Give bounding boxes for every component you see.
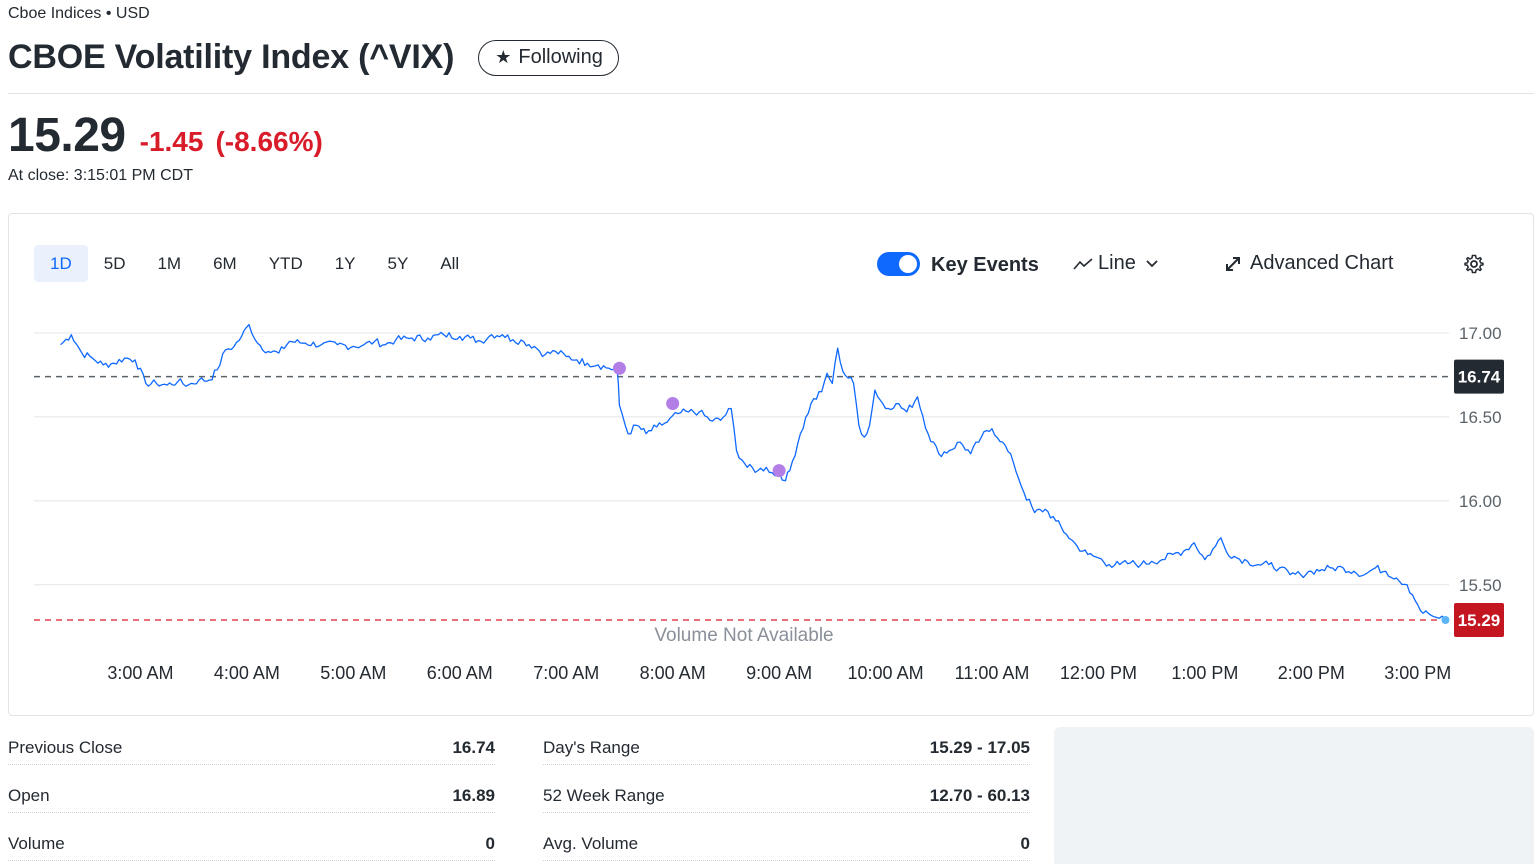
x-tick-label: 6:00 AM bbox=[427, 663, 493, 683]
stat-label: Previous Close bbox=[8, 738, 123, 757]
price-change: -1.45 bbox=[139, 126, 204, 157]
x-tick-label: 8:00 AM bbox=[640, 663, 706, 683]
x-tick-label: 10:00 AM bbox=[848, 663, 924, 683]
stat-value: 0 bbox=[1020, 834, 1030, 853]
x-tick-label: 4:00 AM bbox=[214, 663, 280, 683]
gear-icon bbox=[1464, 254, 1484, 274]
star-icon: ★ bbox=[495, 47, 512, 67]
stat-row: Day's Range 15.29 - 17.05 bbox=[543, 732, 1030, 765]
stat-label: 52 Week Range bbox=[543, 786, 665, 805]
y-tick-label: 17.00 bbox=[1459, 324, 1502, 343]
y-tick-label: 16.50 bbox=[1459, 408, 1502, 427]
volume-text: Volume Not Available bbox=[654, 625, 833, 646]
last-price-badge bbox=[1454, 603, 1504, 637]
line-chart-icon bbox=[1073, 257, 1093, 270]
stat-label: Open bbox=[8, 786, 50, 805]
range-tab-1y[interactable]: 1Y bbox=[334, 253, 356, 273]
key-event-marker bbox=[666, 396, 680, 410]
advanced-chart-button[interactable]: Advanced Chart bbox=[1224, 252, 1393, 275]
x-tick-label: 9:00 AM bbox=[746, 663, 812, 683]
stat-value: 0 bbox=[485, 834, 495, 853]
range-tab-6m[interactable]: 6M bbox=[213, 253, 237, 273]
y-tick-label: 15.50 bbox=[1459, 576, 1502, 595]
following-button[interactable]: ★ Following bbox=[478, 39, 619, 76]
close-time: At close: 3:15:01 PM CDT bbox=[8, 167, 193, 184]
x-tick-label: 5:00 AM bbox=[320, 663, 386, 683]
settings-button[interactable] bbox=[1464, 254, 1484, 279]
previous-close-label: 16.74 bbox=[1458, 368, 1501, 387]
stat-row: 52 Week Range 12.70 - 60.13 bbox=[543, 780, 1030, 813]
key-events-label: Key Events bbox=[931, 254, 1039, 276]
key-events-toggle[interactable] bbox=[877, 252, 920, 276]
price: 15.29 bbox=[8, 109, 126, 162]
range-tab-ytd[interactable]: YTD bbox=[268, 253, 303, 273]
range-tab-5y[interactable]: 5Y bbox=[387, 253, 409, 273]
title-row: CBOE Volatility Index (^VIX) ★ Following bbox=[8, 38, 619, 77]
price-line bbox=[60, 323, 1446, 621]
stat-row: Avg. Volume 0 bbox=[543, 828, 1030, 861]
x-tick-label: 3:00 PM bbox=[1384, 663, 1451, 683]
range-tab-1d[interactable]: 1D bbox=[34, 245, 88, 282]
price-chart[interactable]: 15.50 16.00 16.50 17.00 16.74 15.29 Volume Not… bbox=[9, 214, 1535, 717]
x-tick-label: 11:00 AM bbox=[955, 663, 1030, 683]
chart-type-select[interactable]: Line bbox=[1073, 252, 1163, 275]
chevron-down-icon bbox=[1146, 259, 1158, 267]
x-tick-label: 12:00 PM bbox=[1060, 663, 1137, 683]
stat-label: Avg. Volume bbox=[543, 834, 639, 853]
divider bbox=[8, 93, 1534, 94]
stat-value: 12.70 - 60.13 bbox=[929, 786, 1030, 805]
range-tab-1m[interactable]: 1M bbox=[157, 253, 182, 273]
previous-close-badge bbox=[1454, 359, 1504, 394]
stat-value: 16.89 bbox=[452, 786, 495, 805]
x-tick-label: 1:00 PM bbox=[1171, 663, 1238, 683]
x-tick-label: 3:00 AM bbox=[107, 663, 173, 683]
last-point-dot bbox=[1441, 616, 1450, 624]
stat-label: Day's Range bbox=[543, 738, 640, 757]
last-price-label: 15.29 bbox=[1458, 611, 1501, 630]
x-tick-label: 7:00 AM bbox=[533, 663, 599, 683]
y-tick-label: 16.00 bbox=[1459, 492, 1502, 511]
stat-value: 15.29 - 17.05 bbox=[929, 738, 1030, 757]
exchange-label: Cboe Indices • USD bbox=[8, 5, 150, 22]
price-change-percent: (-8.66%) bbox=[215, 126, 323, 157]
following-label: Following bbox=[518, 46, 603, 68]
key-event-marker bbox=[612, 361, 626, 375]
stat-row: Open 16.89 bbox=[8, 780, 495, 813]
chart-card: 1D 5D 1M 6M YTD 1Y 5Y All Key Events Line Advan… bbox=[8, 213, 1534, 716]
stat-row: Previous Close 16.74 bbox=[8, 732, 495, 765]
x-tick-label: 2:00 PM bbox=[1278, 663, 1345, 683]
advanced-chart-label: Advanced Chart bbox=[1250, 252, 1394, 274]
range-tabs: 1D 5D 1M 6M YTD 1Y 5Y All bbox=[34, 245, 475, 282]
stat-value: 16.74 bbox=[452, 738, 495, 757]
range-tab-5d[interactable]: 5D bbox=[103, 253, 126, 273]
expand-icon bbox=[1226, 256, 1240, 271]
chart-type-label: Line bbox=[1098, 252, 1136, 274]
ad-placeholder bbox=[1054, 727, 1534, 864]
stat-row: Volume 0 bbox=[8, 828, 495, 861]
key-event-marker bbox=[772, 464, 786, 478]
stat-label: Volume bbox=[8, 834, 65, 853]
range-tab-all[interactable]: All bbox=[440, 253, 460, 273]
quote-row: 15.29 -1.45 (-8.66%) bbox=[8, 108, 323, 163]
toggle-knob bbox=[899, 255, 917, 273]
page-title: CBOE Volatility Index (^VIX) bbox=[8, 38, 455, 76]
